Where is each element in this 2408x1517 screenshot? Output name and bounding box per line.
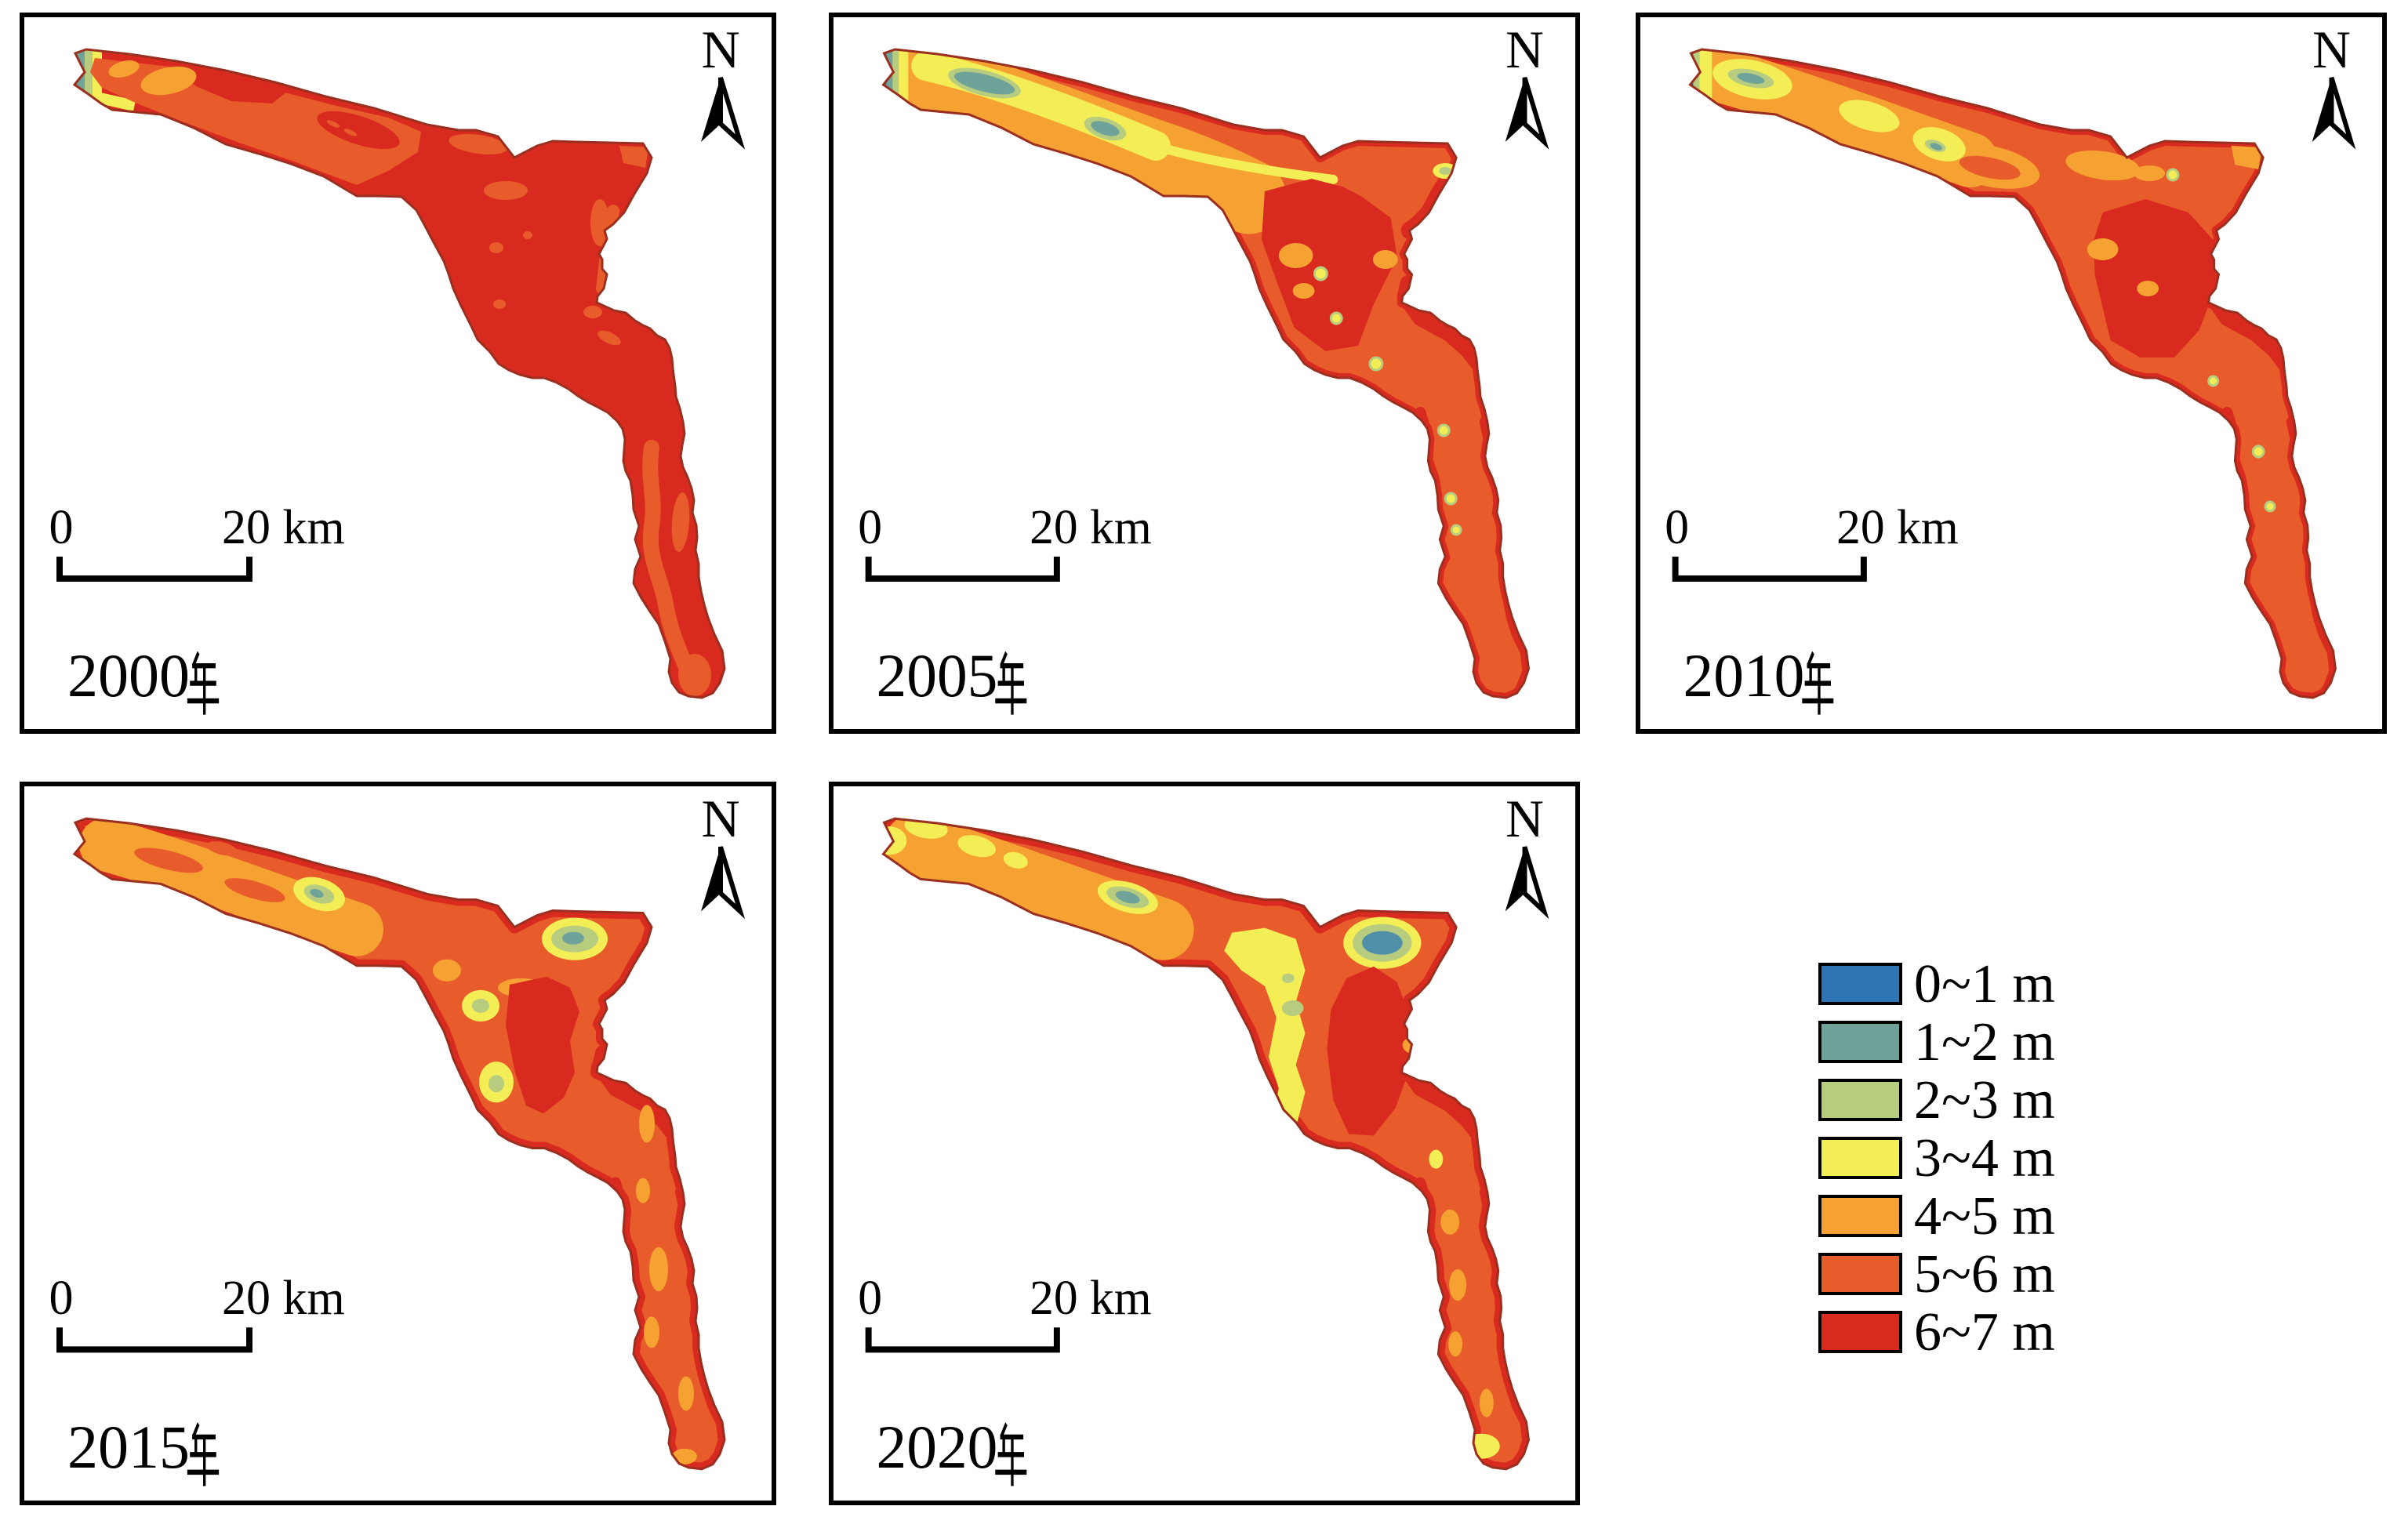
svg-text:5~6 m: 5~6 m bbox=[1914, 1244, 2055, 1305]
svg-text:2010: 2010 bbox=[1683, 642, 1805, 710]
svg-text:3~4 m: 3~4 m bbox=[1914, 1128, 2055, 1189]
svg-text:1~2 m: 1~2 m bbox=[1914, 1012, 2055, 1072]
svg-text:2000: 2000 bbox=[67, 641, 190, 710]
svg-text:2~3 m: 2~3 m bbox=[1914, 1070, 2055, 1130]
svg-text:4~5 m: 4~5 m bbox=[1914, 1186, 2055, 1247]
svg-text:0~1 m: 0~1 m bbox=[1914, 954, 2055, 1014]
svg-text:2020: 2020 bbox=[877, 1413, 998, 1480]
svg-text:2015: 2015 bbox=[67, 1413, 190, 1481]
svg-text:6~7 m: 6~7 m bbox=[1914, 1302, 2055, 1363]
svg-text:2005: 2005 bbox=[877, 642, 998, 710]
